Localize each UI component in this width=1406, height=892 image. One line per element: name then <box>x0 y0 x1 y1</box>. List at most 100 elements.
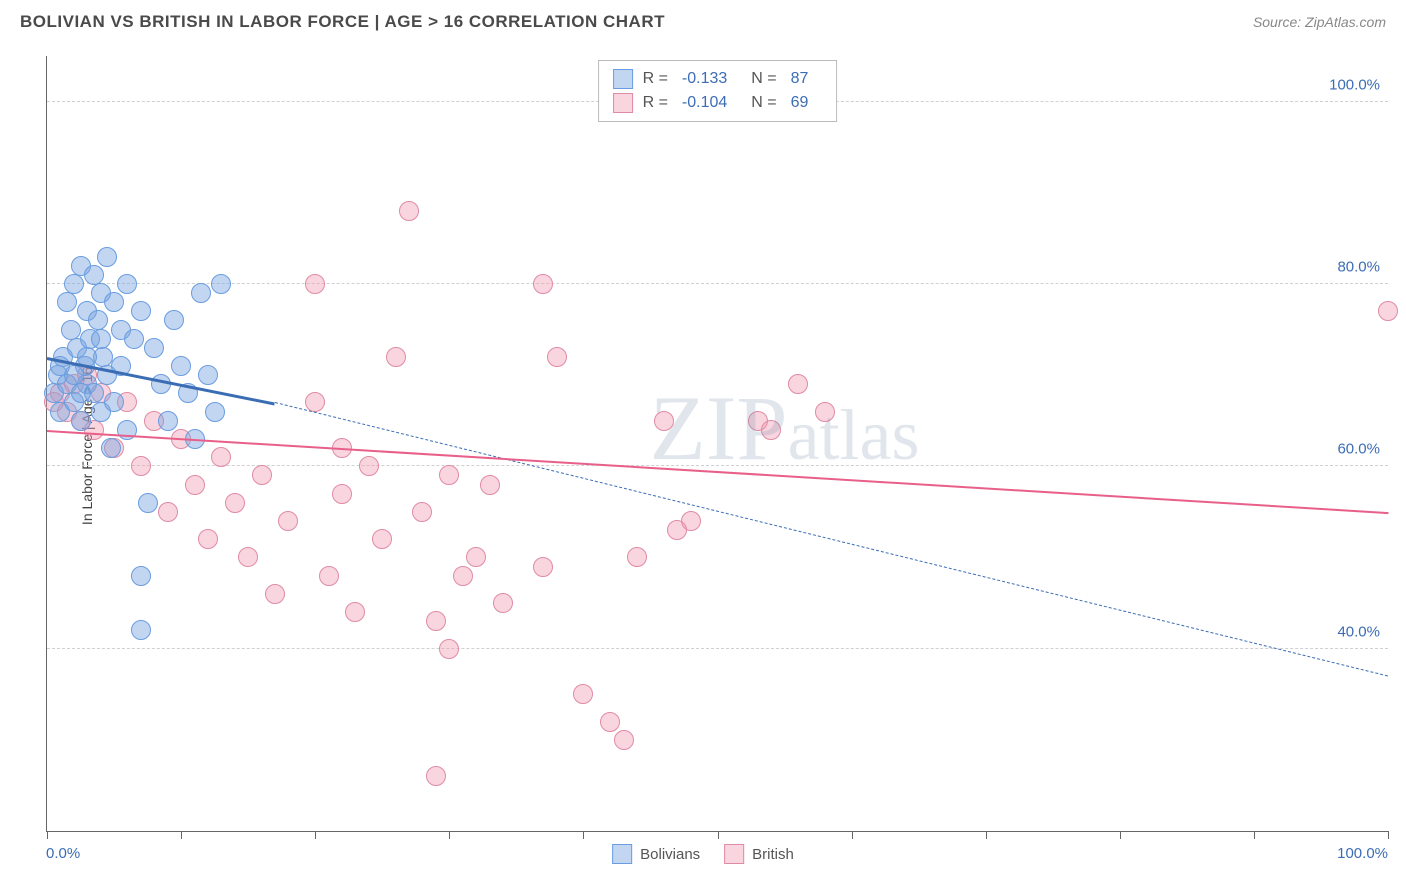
data-point <box>386 347 406 367</box>
data-point <box>158 411 178 431</box>
data-point <box>117 274 137 294</box>
trend-line <box>47 430 1388 514</box>
data-point <box>211 274 231 294</box>
legend-n-value: 87 <box>791 70 809 88</box>
x-tick-label-min: 0.0% <box>46 845 80 862</box>
data-point <box>205 402 225 422</box>
swatch-icon <box>724 844 744 864</box>
legend-item-british: British <box>724 844 794 864</box>
data-point <box>198 365 218 385</box>
data-point <box>305 274 325 294</box>
data-point <box>278 511 298 531</box>
gridline <box>47 465 1388 466</box>
data-point <box>533 557 553 577</box>
data-point <box>412 502 432 522</box>
data-point <box>61 320 81 340</box>
x-tick <box>449 831 450 839</box>
data-point <box>198 529 218 549</box>
x-tick <box>181 831 182 839</box>
x-tick <box>47 831 48 839</box>
data-point <box>131 620 151 640</box>
legend-r-value: -0.133 <box>682 70 727 88</box>
swatch-icon <box>613 69 633 89</box>
data-point <box>439 639 459 659</box>
data-point <box>84 265 104 285</box>
legend-label: British <box>752 846 794 863</box>
legend-series: Bolivians British <box>612 844 794 864</box>
data-point <box>164 310 184 330</box>
data-point <box>131 456 151 476</box>
data-point <box>319 566 339 586</box>
data-point <box>359 456 379 476</box>
data-point <box>426 766 446 786</box>
data-point <box>144 338 164 358</box>
legend-row-bolivians: R = -0.133 N = 87 <box>613 67 823 91</box>
y-tick-label: 80.0% <box>1337 258 1380 275</box>
data-point <box>97 247 117 267</box>
data-point <box>345 602 365 622</box>
data-point <box>252 465 272 485</box>
data-point <box>64 274 84 294</box>
data-point <box>171 356 191 376</box>
gridline <box>47 648 1388 649</box>
data-point <box>788 374 808 394</box>
data-point <box>225 493 245 513</box>
legend-item-bolivians: Bolivians <box>612 844 700 864</box>
chart-title: BOLIVIAN VS BRITISH IN LABOR FORCE | AGE… <box>20 12 665 32</box>
data-point <box>439 465 459 485</box>
trend-line <box>275 402 1388 676</box>
data-point <box>761 420 781 440</box>
data-point <box>101 438 121 458</box>
x-tick <box>852 831 853 839</box>
data-point <box>238 547 258 567</box>
data-point <box>399 201 419 221</box>
legend-n-label: N = <box>751 94 776 112</box>
data-point <box>104 292 124 312</box>
legend-r-value: -0.104 <box>682 94 727 112</box>
x-tick <box>1254 831 1255 839</box>
data-point <box>547 347 567 367</box>
data-point <box>124 329 144 349</box>
data-point <box>185 475 205 495</box>
data-point <box>372 529 392 549</box>
x-tick <box>718 831 719 839</box>
data-point <box>131 301 151 321</box>
data-point <box>466 547 486 567</box>
data-point <box>332 484 352 504</box>
data-point <box>138 493 158 513</box>
data-point <box>654 411 674 431</box>
data-point <box>614 730 634 750</box>
data-point <box>426 611 446 631</box>
data-point <box>600 712 620 732</box>
data-point <box>191 283 211 303</box>
y-tick-label: 40.0% <box>1337 623 1380 640</box>
data-point <box>104 392 124 412</box>
data-point <box>57 292 77 312</box>
x-tick <box>986 831 987 839</box>
data-point <box>131 566 151 586</box>
chart-source: Source: ZipAtlas.com <box>1253 14 1386 30</box>
y-tick-label: 100.0% <box>1329 76 1380 93</box>
x-tick-label-max: 100.0% <box>1337 845 1388 862</box>
data-point <box>493 593 513 613</box>
legend-label: Bolivians <box>640 846 700 863</box>
legend-n-label: N = <box>751 70 776 88</box>
data-point <box>453 566 473 586</box>
data-point <box>88 310 108 330</box>
swatch-icon <box>612 844 632 864</box>
scatter-plot: ZIPatlas R = -0.133 N = 87 R = -0.104 N … <box>46 56 1388 832</box>
data-point <box>265 584 285 604</box>
data-point <box>667 520 687 540</box>
chart-header: BOLIVIAN VS BRITISH IN LABOR FORCE | AGE… <box>0 0 1406 40</box>
data-point <box>627 547 647 567</box>
data-point <box>480 475 500 495</box>
data-point <box>71 383 91 403</box>
gridline <box>47 283 1388 284</box>
legend-r-label: R = <box>643 94 668 112</box>
x-tick <box>315 831 316 839</box>
x-tick <box>583 831 584 839</box>
legend-r-label: R = <box>643 70 668 88</box>
legend-n-value: 69 <box>791 94 809 112</box>
swatch-icon <box>613 93 633 113</box>
y-tick-label: 60.0% <box>1337 441 1380 458</box>
